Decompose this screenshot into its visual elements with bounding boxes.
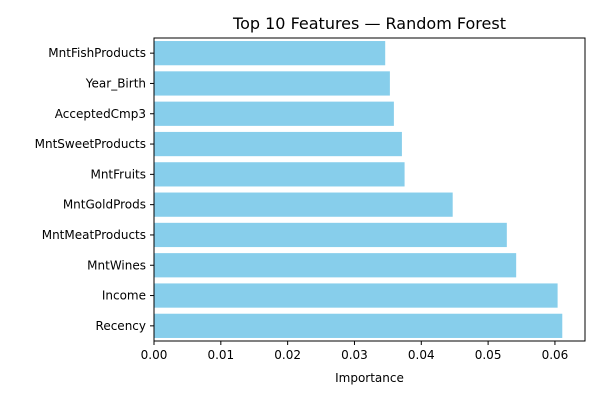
x-tick-label: 0.01 xyxy=(207,348,234,362)
y-ticks-group: Recency Income MntWines MntMeatProducts MntG… xyxy=(35,46,154,333)
axes-group xyxy=(153,37,586,342)
y-tick-label: Year_Birth xyxy=(85,76,146,90)
y-tick-label: MntMeatProducts xyxy=(42,228,146,242)
bar-Year_Birth xyxy=(154,71,390,96)
y-tick-label: MntWines xyxy=(87,258,146,272)
x-tick-label: 0.03 xyxy=(341,348,368,362)
x-tick-label: 0.04 xyxy=(408,348,435,362)
x-tick-label: 0.06 xyxy=(542,348,569,362)
y-tick-label: MntGoldProds xyxy=(63,198,146,212)
bar-AcceptedCmp3 xyxy=(154,101,394,126)
y-tick-label: MntSweetProducts xyxy=(35,137,146,151)
chart-title: Top 10 Features — Random Forest xyxy=(232,14,506,33)
y-tick-label: Income xyxy=(102,289,146,303)
y-tick-label: AcceptedCmp3 xyxy=(55,107,146,121)
x-ticks-group: 0.00 0.01 0.02 0.03 0.04 0.05 0.06 xyxy=(141,341,569,362)
bar-MntFishProducts xyxy=(154,41,386,66)
x-tick-label: 0.02 xyxy=(274,348,301,362)
bar-Recency xyxy=(154,313,563,338)
plot-frame xyxy=(153,37,586,342)
bars-group xyxy=(154,41,563,338)
y-tick-label: MntFruits xyxy=(90,167,146,181)
bar-MntGoldProds xyxy=(154,192,453,217)
bar-MntWines xyxy=(154,253,517,278)
y-tick-label: Recency xyxy=(96,319,146,333)
x-tick-label: 0.00 xyxy=(141,348,168,362)
bar-MntSweetProducts xyxy=(154,131,402,157)
bar-Income xyxy=(154,283,558,308)
bar-MntFruits xyxy=(154,162,405,187)
x-axis-title: Importance xyxy=(335,371,404,385)
y-tick-label: MntFishProducts xyxy=(48,46,146,60)
bar-MntMeatProducts xyxy=(154,222,507,248)
x-tick-label: 0.05 xyxy=(475,348,502,362)
